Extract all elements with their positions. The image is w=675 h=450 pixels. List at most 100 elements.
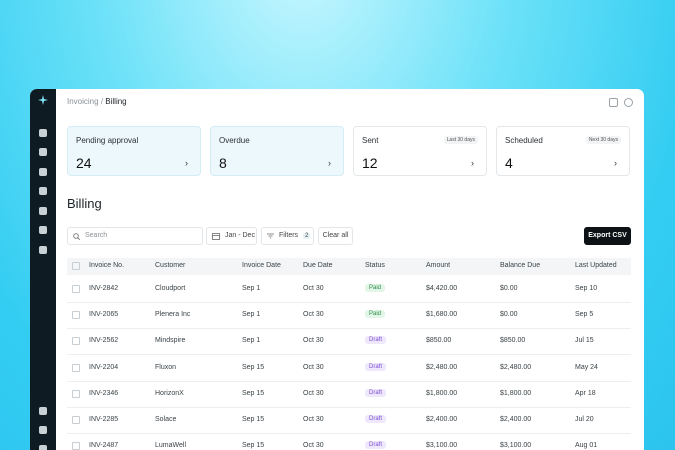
page-title: Billing <box>67 196 102 211</box>
table-cell: Oct 30 <box>303 285 324 292</box>
table-cell: Sep 15 <box>242 442 265 450</box>
status-pill: Paid <box>365 310 386 319</box>
summary-card[interactable]: Scheduled 4 Next 30 days › <box>496 126 630 176</box>
table-cell: Jul 20 <box>575 416 594 423</box>
date-range-button[interactable]: Jan - Dec <box>206 227 257 245</box>
search-placeholder: Search <box>85 232 108 239</box>
table-cell: Sep 5 <box>575 311 594 319</box>
table-cell: Sep 1 <box>242 285 261 292</box>
card-chevron: › <box>328 158 331 168</box>
app-window: Invoicing / Billing Billing Search Jan -… <box>30 89 644 450</box>
breadcrumb-parent[interactable]: Invoicing <box>67 97 99 106</box>
table-cell: $4,420.00 <box>426 285 458 292</box>
sidebar-icon[interactable] <box>39 407 47 415</box>
sidebar-icon[interactable] <box>39 207 47 215</box>
table-cell: Sep 1 <box>242 311 261 319</box>
table-cell: INV-2285 <box>89 416 119 423</box>
table-cell: Sep 15 <box>242 416 265 423</box>
export-button[interactable]: Export CSV <box>584 227 631 245</box>
card-badge: Next 30 days <box>585 136 621 144</box>
filters-button[interactable]: Filters 2 <box>261 227 314 245</box>
sidebar-icon[interactable] <box>39 148 47 156</box>
column-header: Amount <box>426 262 451 269</box>
sidebar <box>30 89 56 450</box>
table-cell: INV-2562 <box>89 337 119 345</box>
search-input[interactable]: Search <box>67 227 203 245</box>
clear-button[interactable]: Clear all <box>318 227 353 245</box>
card-title: Pending approval <box>76 136 139 145</box>
status-pill: Paid <box>365 284 386 292</box>
top-icon[interactable] <box>609 98 618 107</box>
row-divider <box>67 328 631 330</box>
column-header: Invoice No. <box>89 262 125 269</box>
help-icon[interactable] <box>624 98 633 107</box>
row-checkbox[interactable] <box>72 285 80 293</box>
table-cell: $850.00 <box>426 337 452 345</box>
status-pill: Draft <box>365 415 387 423</box>
row-checkbox[interactable] <box>72 311 80 320</box>
row-checkbox[interactable] <box>72 363 80 372</box>
card-title: Sent <box>362 136 379 145</box>
sidebar-icon[interactable] <box>39 129 47 137</box>
card-value: 4 <box>505 155 513 171</box>
row-divider <box>67 302 631 303</box>
sidebar-icon[interactable] <box>39 445 47 450</box>
table-cell: Oct 30 <box>303 311 324 319</box>
table-cell: $2,480.00 <box>500 363 532 371</box>
breadcrumb-separator: / <box>100 97 104 106</box>
row-divider <box>67 380 631 382</box>
table-cell: Oct 30 <box>303 442 324 450</box>
table-cell: Oct 30 <box>303 416 324 423</box>
table-cell: Solace <box>155 416 177 423</box>
logo <box>38 95 48 105</box>
row-checkbox[interactable] <box>72 442 80 450</box>
table-cell: Apr 18 <box>575 389 596 397</box>
table-cell: Sep 15 <box>242 389 265 397</box>
table-cell: Jul 15 <box>575 337 594 345</box>
table-cell: $0.00 <box>500 285 518 292</box>
table-cell: Sep 10 <box>575 285 598 292</box>
card-value: 24 <box>76 155 92 171</box>
table-cell: Oct 30 <box>303 363 324 371</box>
card-chevron: › <box>185 158 188 168</box>
table-cell: Aug 01 <box>575 442 598 450</box>
summary-card[interactable]: Pending approval 24 › <box>67 126 201 176</box>
summary-card[interactable]: Sent 12 Last 30 days › <box>353 126 487 176</box>
date-range: Jan - Dec <box>225 232 255 239</box>
table-cell: INV-2487 <box>89 442 119 450</box>
card-badge: Last 30 days <box>443 136 478 144</box>
column-header: Status <box>365 262 385 269</box>
row-checkbox[interactable] <box>72 416 80 424</box>
row-divider <box>67 406 631 408</box>
table-cell: INV-2065 <box>89 311 119 319</box>
row-checkbox[interactable] <box>72 337 80 346</box>
filters-label: Filters <box>279 232 299 239</box>
sidebar-icon[interactable] <box>39 426 47 434</box>
summary-card[interactable]: Overdue 8 › <box>210 126 344 176</box>
table-cell: INV-2204 <box>89 363 119 371</box>
status-pill: Draft <box>365 441 387 450</box>
column-header: Customer <box>155 262 186 269</box>
sidebar-icon[interactable] <box>39 168 47 176</box>
table-cell: $2,400.00 <box>426 416 458 423</box>
sidebar-icon[interactable] <box>39 226 47 234</box>
row-divider <box>67 354 631 356</box>
table-cell: INV-2842 <box>89 285 119 292</box>
select-all-checkbox[interactable] <box>72 262 80 270</box>
table-cell: Plenera Inc <box>155 311 191 319</box>
calendar-icon <box>212 233 220 240</box>
table-cell: Oct 30 <box>303 337 324 345</box>
row-checkbox[interactable] <box>72 389 80 398</box>
search-icon <box>73 233 80 240</box>
table-cell: $3,100.00 <box>500 442 532 450</box>
sidebar-icon[interactable] <box>39 187 47 195</box>
table-cell: May 24 <box>575 363 598 371</box>
sidebar-icon[interactable] <box>39 246 47 254</box>
table-cell: LumaWell <box>155 442 186 450</box>
card-title: Scheduled <box>505 136 543 145</box>
column-header: Balance Due <box>500 262 541 269</box>
card-value: 12 <box>362 155 378 171</box>
table-cell: Sep 1 <box>242 337 261 345</box>
status-pill: Draft <box>365 388 387 397</box>
table-cell: $2,480.00 <box>426 363 458 371</box>
